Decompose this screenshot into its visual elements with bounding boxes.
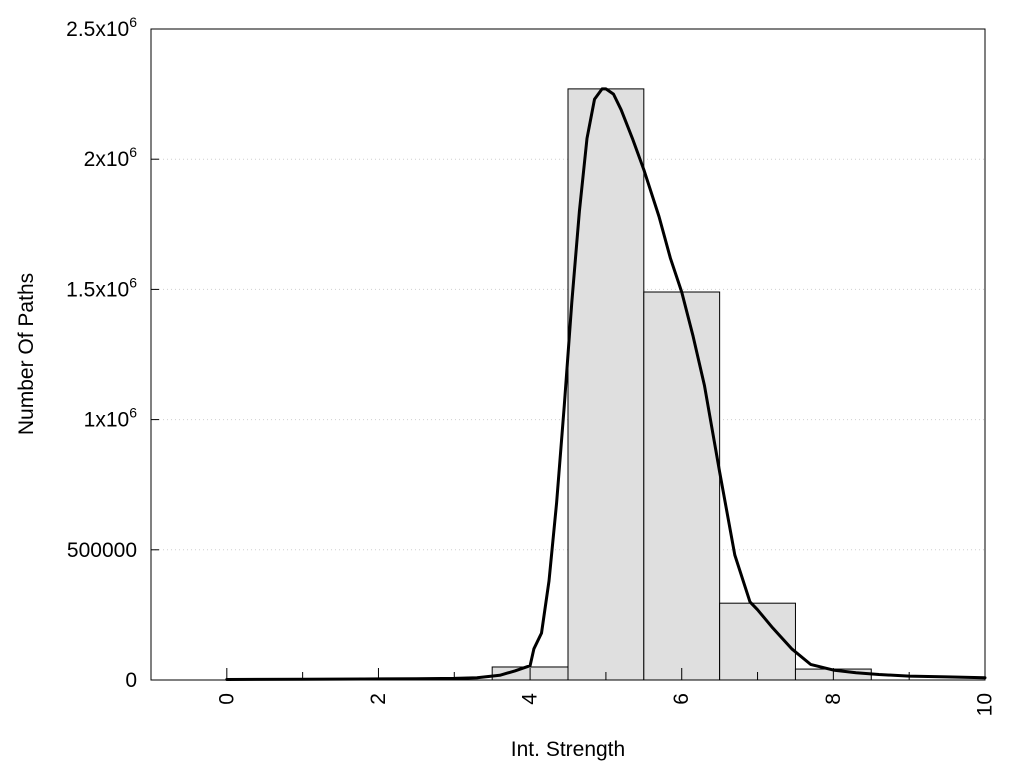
- y-tick-label: 2x106: [84, 144, 138, 171]
- x-tick-label: 2: [367, 693, 390, 705]
- x-tick-label: 8: [822, 693, 845, 705]
- density-curve: [225, 87, 987, 681]
- x-tick-label: 6: [670, 693, 693, 705]
- x-tick-label: 0: [215, 693, 238, 705]
- bar: [643, 291, 721, 681]
- y-tick-label: 1.5x106: [66, 274, 137, 301]
- y-axis-label: Number Of Paths: [15, 273, 38, 435]
- bar: [719, 602, 796, 681]
- bar: [567, 88, 645, 681]
- y-tick-label: 2.5x106: [66, 14, 137, 41]
- tick-labels: 0 2 4 6 8 10 0 500000 1x106 1.5x106 2x106 2.5x106: [66, 14, 996, 716]
- y-tick-label: 0: [125, 669, 137, 692]
- curve-line: [225, 87, 987, 681]
- x-tick-label: 4: [519, 693, 542, 705]
- bars: [491, 88, 872, 681]
- y-tick-label: 500000: [67, 539, 137, 562]
- y-tick-label: 1x106: [84, 405, 138, 432]
- x-tick-label: 10: [974, 693, 997, 716]
- plot-border: [150, 28, 986, 681]
- x-axis-label: Int. Strength: [511, 738, 625, 761]
- axes: [150, 28, 986, 681]
